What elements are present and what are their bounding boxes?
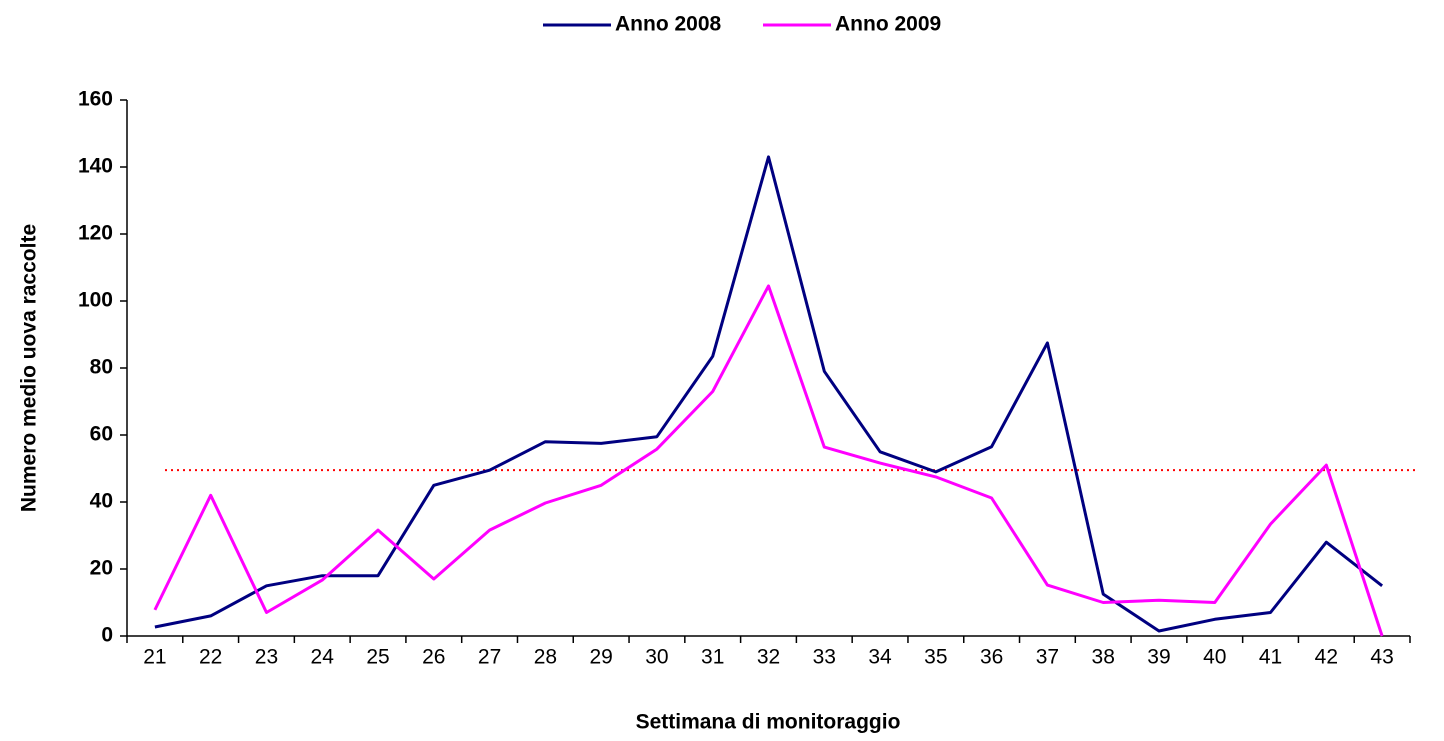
y-tick-label: 120 [78, 222, 113, 245]
x-tick-label: 35 [924, 646, 947, 669]
legend-label: Anno 2008 [615, 13, 722, 36]
x-tick-label: 30 [645, 646, 668, 669]
y-tick-label: 80 [90, 356, 113, 379]
x-tick-label: 29 [589, 646, 612, 669]
x-tick-label: 27 [478, 646, 501, 669]
y-tick-label: 60 [90, 423, 113, 446]
x-tick-label: 37 [1036, 646, 1059, 669]
y-tick-label: 100 [78, 289, 113, 312]
x-axis-label: Settimana di monitoraggio [636, 711, 901, 734]
x-tick-label: 28 [534, 646, 557, 669]
series-line [154, 155, 1384, 633]
x-tick-label: 21 [143, 646, 166, 669]
x-tick-label: 23 [255, 646, 278, 669]
x-tick-label: 31 [701, 646, 724, 669]
x-tick-label: 43 [1370, 646, 1393, 669]
x-tick-label: 40 [1203, 646, 1226, 669]
y-tick-label: 140 [78, 155, 113, 178]
x-tick-label: 33 [813, 646, 836, 669]
x-tick-label: 32 [757, 646, 780, 669]
x-tick-label: 38 [1092, 646, 1115, 669]
x-tick-label: 36 [980, 646, 1003, 669]
x-tick-label: 39 [1147, 646, 1170, 669]
y-tick-label: 40 [90, 490, 113, 513]
series-line [153, 284, 1384, 637]
x-tick-label: 42 [1315, 646, 1338, 669]
x-tick-label: 24 [311, 646, 335, 669]
x-tick-label: 41 [1259, 646, 1282, 669]
x-tick-label: 26 [422, 646, 445, 669]
y-axis-label: Numero medio uova raccolte [18, 224, 41, 512]
x-tick-label: 25 [366, 646, 389, 669]
x-tick-label: 34 [868, 646, 892, 669]
y-tick-label: 0 [101, 624, 113, 647]
x-tick-label: 22 [199, 646, 222, 669]
legend-label: Anno 2009 [835, 13, 941, 36]
y-tick-label: 20 [90, 557, 113, 580]
y-tick-label: 160 [78, 88, 113, 111]
